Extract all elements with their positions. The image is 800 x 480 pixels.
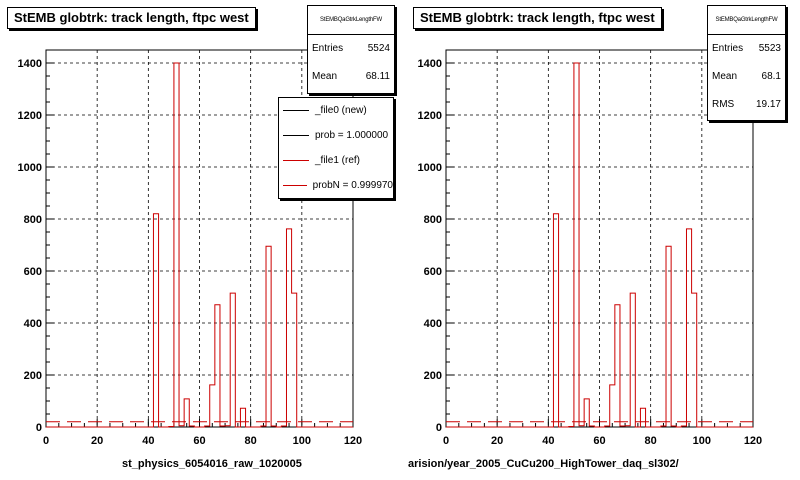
left-title: StEMB globtrk: track length, ftpc west	[7, 7, 256, 29]
left-legend: _file0 (new) prob = 1.000000 _file1 (ref…	[278, 97, 394, 199]
x-tick-label: 100	[293, 435, 311, 447]
y-tick-label: 400	[24, 318, 42, 330]
right-rms-label: RMS	[712, 99, 735, 110]
left-x-caption: st_physics_6054016_raw_1020005	[122, 458, 302, 470]
legend-swatch	[283, 160, 309, 161]
y-tick-label: 1200	[418, 110, 442, 122]
y-tick-label: 1400	[18, 58, 42, 70]
legend-entry-probn: probN = 0.999970	[279, 173, 393, 198]
right-rms-value: 19.17	[755, 99, 781, 110]
histogram-series	[446, 62, 753, 428]
y-tick-label: 200	[24, 370, 42, 382]
y-tick-label: 0	[36, 422, 42, 434]
y-tick-label: 800	[24, 214, 42, 226]
legend-label: probN = 0.999970	[312, 180, 393, 191]
right-mean-label: Mean	[712, 71, 738, 82]
histogram-series	[46, 62, 353, 428]
x-tick-label: 0	[443, 435, 449, 447]
legend-label: _file1 (ref)	[315, 155, 361, 166]
y-tick-label: 200	[424, 370, 442, 382]
x-tick-label: 80	[645, 435, 657, 447]
left-entries-value: 5524	[367, 43, 390, 54]
right-x-caption: arision/year_2005_CuCu200_HighTower_daq_…	[408, 458, 679, 470]
y-tick-label: 1000	[418, 162, 442, 174]
x-tick-label: 100	[693, 435, 711, 447]
x-tick-label: 120	[744, 435, 762, 447]
x-tick-label: 20	[91, 435, 103, 447]
legend-entry-file0: _file0 (new)	[279, 98, 393, 123]
right-stats-name: StEMBQaGtrkLengthFW	[708, 6, 785, 35]
legend-entry-file1: _file1 (ref)	[279, 148, 393, 173]
legend-entry-prob: prob = 1.000000	[279, 123, 393, 148]
right-entries-value: 5523	[758, 43, 781, 54]
y-tick-label: 400	[424, 318, 442, 330]
left-stats-box: StEMBQaGtrkLengthFW Entries 5524 Mean 68.1…	[307, 5, 395, 94]
y-tick-label: 1000	[18, 162, 42, 174]
y-tick-label: 1200	[18, 110, 42, 122]
legend-swatch	[283, 185, 307, 186]
x-tick-label: 40	[142, 435, 154, 447]
right-title: StEMB globtrk: track length, ftpc west	[413, 7, 662, 29]
left-mean-label: Mean	[312, 71, 338, 82]
x-tick-label: 80	[245, 435, 257, 447]
x-tick-label: 60	[193, 435, 205, 447]
right-entries-label: Entries	[712, 43, 744, 54]
legend-swatch	[283, 110, 309, 111]
y-tick-label: 0	[436, 422, 442, 434]
legend-label: prob = 1.000000	[315, 130, 389, 141]
y-tick-label: 600	[24, 266, 42, 278]
x-tick-label: 60	[593, 435, 605, 447]
y-tick-label: 600	[424, 266, 442, 278]
y-tick-label: 800	[424, 214, 442, 226]
x-tick-label: 20	[491, 435, 503, 447]
right-mean-value: 68.1	[761, 71, 781, 82]
right-stats-box: StEMBQaGtrkLengthFW Entries 5523 Mean 68.1…	[707, 5, 786, 121]
y-tick-label: 1400	[418, 58, 442, 70]
x-tick-label: 0	[43, 435, 49, 447]
left-stats-name: StEMBQaGtrkLengthFW	[308, 6, 394, 35]
left-entries-label: Entries	[312, 43, 344, 54]
legend-swatch	[283, 135, 309, 136]
x-tick-label: 120	[344, 435, 362, 447]
left-mean-value: 68.11	[365, 71, 390, 82]
x-tick-label: 40	[542, 435, 554, 447]
legend-label: _file0 (new)	[315, 105, 367, 116]
